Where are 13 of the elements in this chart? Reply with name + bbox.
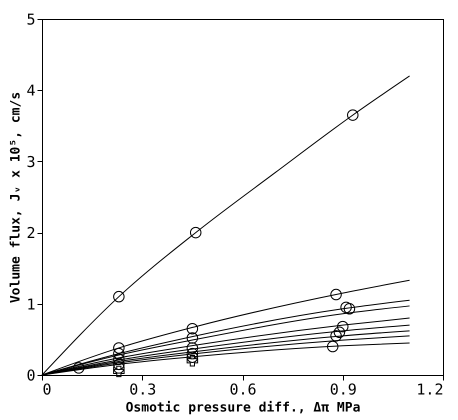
y-tick-label: 5 <box>26 10 36 28</box>
x-tick-label: 0.9 <box>330 380 357 398</box>
x-tick-label: 0 <box>42 380 52 398</box>
y-axis-title: Volume flux, Jᵥ x 10⁵, cm/s <box>8 92 24 304</box>
y-tick-label: 3 <box>26 152 36 171</box>
y-tick-label: 0 <box>26 366 36 384</box>
y-tick-label: 2 <box>26 224 36 242</box>
y-tick-label: 1 <box>26 295 36 314</box>
x-tick-label: 0.6 <box>229 380 257 398</box>
x-tick-label: 1.2 <box>416 380 444 398</box>
x-tick-label: 0.3 <box>129 380 156 398</box>
y-tick-label: 4 <box>26 82 36 100</box>
x-axis-title: Osmotic pressure diff., Δπ MPa <box>126 400 361 416</box>
